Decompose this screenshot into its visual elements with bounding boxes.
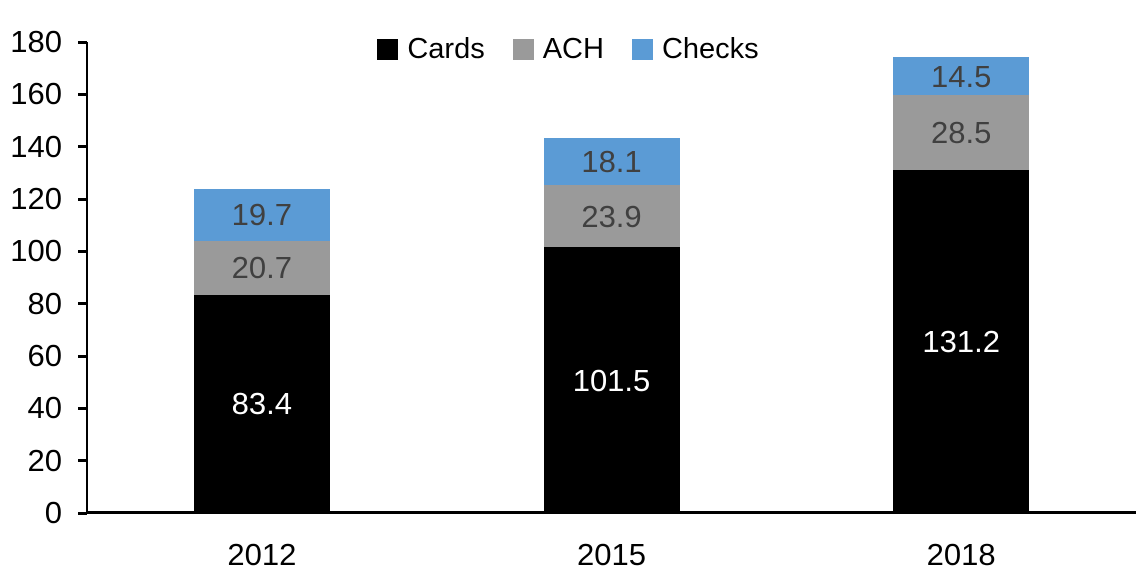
bar-segment-2015-ach: 23.9 bbox=[543, 184, 680, 248]
x-axis-category-label: 2018 bbox=[926, 537, 996, 572]
bar-value-label: 19.7 bbox=[231, 197, 292, 233]
y-axis-tick-label: 20 bbox=[27, 442, 62, 478]
y-axis-tick bbox=[78, 197, 87, 201]
y-axis-tick-label: 100 bbox=[10, 233, 62, 269]
x-axis-category-label: 2012 bbox=[227, 537, 297, 572]
bar-value-label: 28.5 bbox=[930, 114, 992, 150]
y-axis-tick-label: 120 bbox=[10, 181, 62, 216]
bar-segment-2012-checks: 19.7 bbox=[193, 189, 330, 241]
legend-label: Cards bbox=[407, 32, 485, 65]
y-axis-tick bbox=[78, 40, 87, 44]
chart-legend: Cards ACH Checks bbox=[0, 30, 1136, 68]
bar-segment-2012-cards: 83.4 bbox=[193, 294, 330, 513]
y-axis-tick-label: 60 bbox=[27, 338, 62, 373]
bar-value-label: 20.7 bbox=[231, 250, 292, 286]
legend-item-ach: ACH bbox=[512, 32, 604, 65]
legend-item-checks: Checks bbox=[631, 32, 759, 65]
y-axis-tick-label: 140 bbox=[10, 128, 62, 164]
y-axis-tick bbox=[78, 459, 87, 463]
y-axis-tick bbox=[78, 249, 87, 253]
legend-swatch-checks bbox=[631, 38, 653, 60]
bar-segment-2018-cards: 131.2 bbox=[893, 169, 1030, 513]
y-axis-tick bbox=[78, 354, 87, 358]
bar-value-label: 18.1 bbox=[581, 143, 642, 179]
y-axis-tick bbox=[78, 511, 87, 515]
bar-segment-2015-cards: 101.5 bbox=[543, 247, 680, 513]
y-axis-tick-label: 0 bbox=[44, 495, 62, 530]
y-axis-tick bbox=[78, 302, 87, 306]
x-axis-category-label: 2015 bbox=[577, 537, 646, 572]
legend-label: ACH bbox=[542, 32, 604, 65]
legend-swatch-cards bbox=[377, 38, 399, 60]
bar-segment-2018-ach: 28.5 bbox=[893, 95, 1030, 170]
y-axis-tick-label: 180 bbox=[10, 24, 62, 59]
bar-value-label: 14.5 bbox=[930, 58, 992, 94]
legend-swatch-ach bbox=[512, 38, 534, 60]
bar-value-label: 101.5 bbox=[572, 362, 651, 398]
y-axis-tick-label: 160 bbox=[10, 76, 62, 112]
bar-segment-2015-checks: 18.1 bbox=[543, 137, 680, 185]
bar-value-label: 83.4 bbox=[231, 386, 292, 422]
y-axis-tick bbox=[78, 145, 87, 149]
bar-segment-2018-checks: 14.5 bbox=[893, 57, 1030, 96]
y-axis-tick-label: 40 bbox=[27, 390, 62, 426]
y-axis-tick bbox=[78, 92, 87, 96]
legend-label: Checks bbox=[661, 32, 759, 65]
legend-item-cards: Cards bbox=[377, 32, 485, 65]
y-axis-tick bbox=[78, 406, 87, 410]
bar-value-label: 131.2 bbox=[922, 323, 1000, 359]
bar-value-label: 23.9 bbox=[581, 198, 642, 234]
y-axis-tick-label: 80 bbox=[27, 285, 62, 321]
bar-segment-2012-ach: 20.7 bbox=[193, 240, 330, 295]
y-axis-line bbox=[86, 42, 88, 513]
